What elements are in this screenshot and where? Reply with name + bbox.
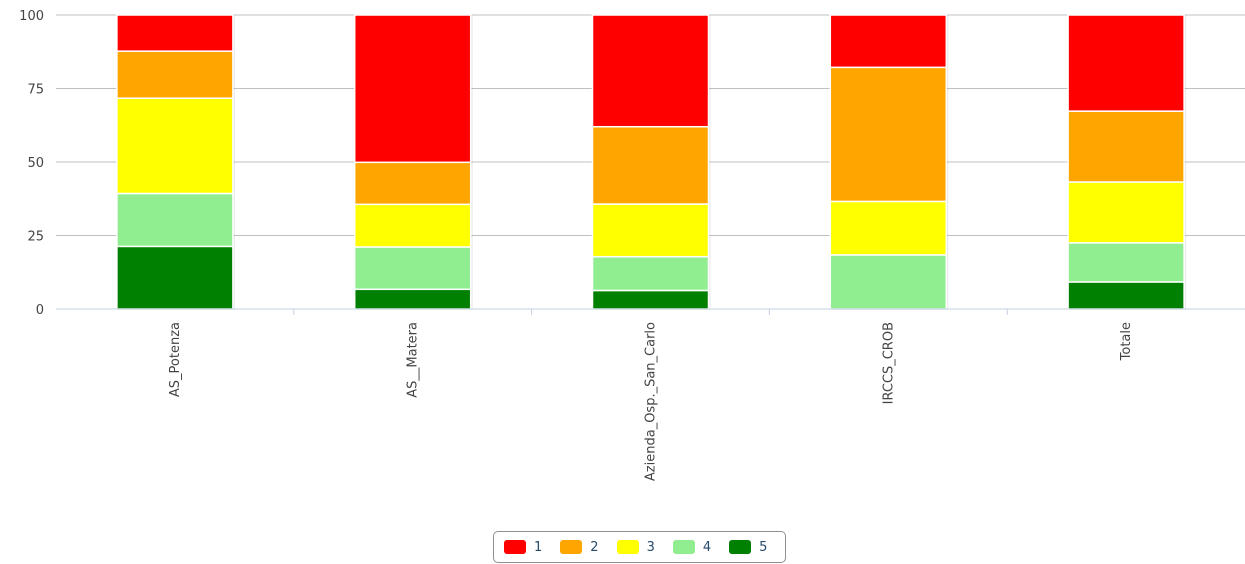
bar-segment-3-1[interactable] — [116, 97, 234, 195]
bar-segment-2-2[interactable] — [353, 161, 472, 206]
y-tick-label: 100 — [19, 9, 44, 24]
legend-swatch-1 — [504, 540, 526, 554]
bar-segment-4-4[interactable] — [829, 254, 948, 310]
x-tick-label: Totale — [1119, 322, 1134, 361]
legend-swatch-5 — [729, 540, 752, 554]
legend-item-5[interactable]: 5 — [729, 540, 767, 555]
x-axis: AS_Potenza AS__Matera Azienda_Osp._San_Car… — [56, 308, 1245, 481]
bar-segment-1-5[interactable] — [1067, 14, 1185, 112]
legend-item-2[interactable]: 2 — [560, 539, 599, 555]
bar-segment-4-1[interactable] — [116, 192, 234, 248]
legend-item-4[interactable]: 4 — [672, 539, 712, 555]
bar-segment-2-5[interactable] — [1067, 110, 1185, 183]
legend-swatch-2 — [560, 540, 583, 554]
bar-segment-5-5[interactable] — [1067, 281, 1185, 310]
bar-segment-4-2[interactable] — [353, 246, 472, 291]
legend-swatch-4 — [672, 540, 695, 554]
bar-segment-1-2[interactable] — [353, 14, 472, 164]
bar-segment-3-4[interactable] — [829, 200, 948, 256]
legend-label-4: 4 — [702, 539, 712, 555]
bar-segment-3-3[interactable] — [591, 203, 710, 258]
legend-label-5: 5 — [759, 539, 768, 555]
legend-item-1[interactable]: 1 — [504, 540, 542, 555]
bar-segment-2-3[interactable] — [591, 125, 710, 205]
legend-swatch-3 — [616, 540, 639, 554]
y-tick-label: 75 — [27, 83, 44, 98]
bar-segment-1-3[interactable] — [591, 14, 710, 128]
bar-segment-4-3[interactable] — [591, 255, 710, 292]
bar-segment-2-4[interactable] — [829, 66, 948, 203]
bar-segment-2-1[interactable] — [116, 50, 234, 99]
bar-segment-4-5[interactable] — [1067, 242, 1185, 283]
x-tick-label: AS__Matera — [406, 322, 421, 398]
bar-segment-5-1[interactable] — [116, 245, 234, 310]
bar-segment-3-2[interactable] — [353, 203, 472, 248]
legend-item-3[interactable]: 3 — [616, 539, 655, 555]
legend-label-2: 2 — [590, 539, 599, 555]
bar-segment-1-1[interactable] — [116, 14, 234, 52]
bar-segment-5-3[interactable] — [591, 289, 710, 310]
bars-layer — [116, 14, 1187, 310]
bar-segment-5-2[interactable] — [353, 288, 472, 310]
legend: 1 2 3 4 5 — [493, 531, 786, 563]
legend-label-1: 1 — [534, 539, 543, 555]
bar-segment-3-5[interactable] — [1067, 181, 1185, 244]
bar-segment-1-4[interactable] — [829, 14, 948, 69]
x-tick-label: IRCCS_CROB — [881, 322, 896, 404]
x-tick-label: AS_Potenza — [168, 322, 183, 397]
x-tick-label: Azienda_Osp._San_Carlo — [644, 322, 659, 481]
y-axis: 0 25 50 75 100 — [19, 9, 44, 318]
y-tick-label: 50 — [27, 156, 44, 171]
y-tick-label: 0 — [36, 303, 44, 318]
legend-label-3: 3 — [646, 539, 655, 555]
y-tick-label: 25 — [27, 230, 44, 245]
